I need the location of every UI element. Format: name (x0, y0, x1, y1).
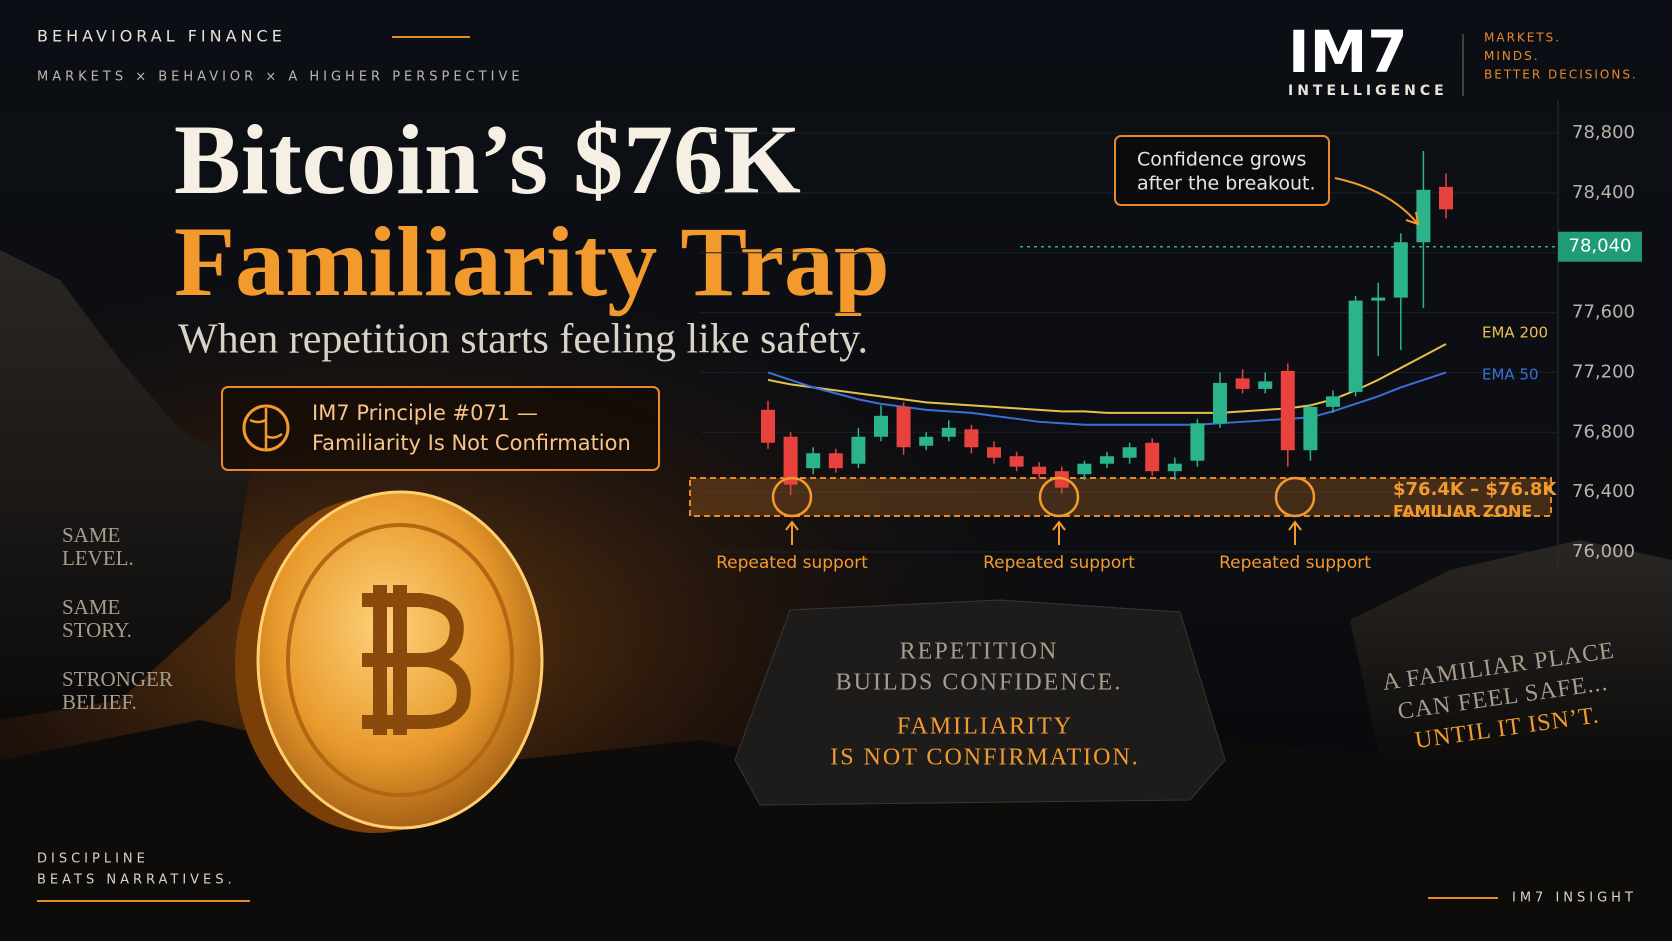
title-line1: Bitcoin’s $76K (174, 104, 801, 215)
side-note: SAME (62, 523, 120, 547)
candle-body (896, 406, 911, 448)
candle-body (1416, 189, 1431, 243)
rock-right (1350, 540, 1672, 770)
rock-left (0, 250, 250, 720)
support-label: Repeated support (983, 553, 1135, 573)
kicker: BEHAVIORAL FINANCE (37, 27, 286, 46)
candle-body (1009, 456, 1024, 467)
candle-body (806, 453, 821, 469)
side-note: STRONGER (62, 667, 173, 691)
callout-line: after the breakout. (1137, 173, 1315, 195)
last-price-label: 78,040 (1569, 236, 1632, 257)
candle-body (851, 436, 866, 464)
side-note: BELIEF. (62, 690, 137, 714)
zone-label: FAMILIAR ZONE (1393, 502, 1532, 521)
candle-body (1032, 466, 1047, 475)
side-note: LEVEL. (62, 546, 134, 570)
principle-line2: Familiarity Is Not Confirmation (312, 431, 631, 455)
y-tick-label: 78,800 (1572, 122, 1635, 143)
ema-label: EMA 50 (1482, 366, 1539, 384)
y-tick-label: 77,200 (1572, 361, 1635, 382)
side-note: STORY. (62, 618, 132, 642)
candle-body (1122, 447, 1137, 458)
candle-body (1145, 442, 1160, 472)
candle-body (783, 436, 798, 485)
y-tick-label: 78,400 (1572, 182, 1635, 203)
footer-left: BEATS NARRATIVES. (37, 873, 236, 888)
candle-body (1077, 463, 1092, 475)
candle-body (1213, 382, 1227, 424)
candle-body (987, 447, 1001, 458)
y-tick-label: 76,800 (1572, 421, 1635, 442)
principle-box (221, 386, 660, 471)
zone-label: $76.4K – $76.8K (1393, 479, 1557, 500)
candle-body (1371, 297, 1386, 301)
support-label: Repeated support (1219, 553, 1371, 573)
title-line2: Familiarity Trap (174, 206, 890, 317)
support-circle (1274, 476, 1316, 518)
candle-body (1258, 381, 1273, 389)
coin-ring (286, 523, 514, 797)
support-label: Repeated support (716, 553, 868, 573)
support-circle (771, 476, 813, 518)
callout-box (1114, 135, 1330, 206)
candle-body (1326, 396, 1340, 407)
support-arrow (785, 520, 799, 545)
candle-body (1348, 300, 1363, 392)
candle-body (1190, 423, 1205, 461)
ema-label: EMA 200 (1482, 324, 1548, 342)
y-tick-label: 77,600 (1572, 302, 1635, 323)
callout-line: Confidence grows (1137, 149, 1306, 171)
candle-body (1280, 370, 1295, 451)
motto: BETTER DECISIONS. (1484, 68, 1638, 82)
candle-body (874, 415, 888, 437)
support-arrow (1052, 520, 1066, 545)
candle-body (1235, 378, 1250, 389)
motto: MARKETS. (1484, 31, 1561, 45)
footer-right: IM7 INSIGHT (1512, 891, 1637, 906)
candle-body (1167, 463, 1182, 472)
motto: MINDS. (1484, 49, 1540, 63)
y-tick-label: 76,000 (1572, 541, 1635, 562)
tagline: MARKETS × BEHAVIOR × A HIGHER PERSPECTIV… (37, 70, 524, 85)
y-tick-label: 76,400 (1572, 481, 1635, 502)
support-circle (1038, 476, 1080, 518)
support-arrow (1288, 520, 1302, 545)
candle-body (919, 436, 934, 446)
candle-body (1100, 456, 1114, 464)
familiar-zone (689, 477, 1552, 517)
logo: IM7 (1288, 18, 1408, 86)
principle-line1: IM7 Principle #071 — (312, 401, 538, 425)
brand-name: INTELLIGENCE (1288, 83, 1448, 99)
candle-body (761, 409, 775, 443)
last-price-tag (1558, 231, 1642, 262)
stone-line: REPETITION (900, 639, 1059, 665)
candle-body (1393, 242, 1408, 298)
stone-emphasis: IS NOT CONFIRMATION. (830, 745, 1140, 771)
side-note: SAME (62, 595, 120, 619)
callout-arrow (1334, 177, 1420, 226)
candle-body (941, 427, 956, 437)
stone-line: BUILDS CONFIDENCE. (836, 670, 1123, 696)
candle-body (1439, 186, 1453, 210)
subtitle: When repetition starts feeling like safe… (178, 317, 868, 363)
footer-left: DISCIPLINE (37, 852, 149, 867)
candle-body (828, 453, 843, 469)
stone-emphasis: FAMILIARITY (897, 714, 1073, 740)
coin-symbol (362, 585, 471, 735)
brain-icon-detail (249, 408, 283, 450)
stone (734, 599, 1226, 806)
candle-body (1303, 406, 1318, 451)
candle-body (964, 429, 979, 448)
